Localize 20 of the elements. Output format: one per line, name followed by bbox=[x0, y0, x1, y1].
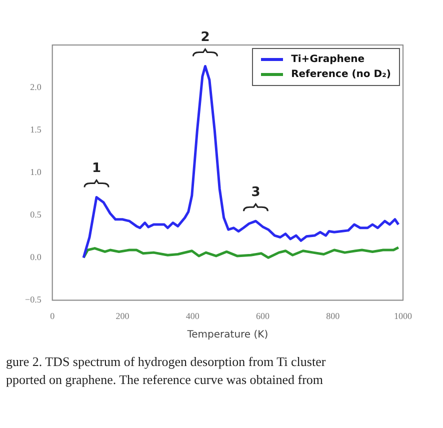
y-tick-label: 1.5 bbox=[30, 124, 42, 134]
annotation: 2 bbox=[200, 30, 210, 46]
x-tick-label: 0 bbox=[50, 310, 56, 321]
x-tick-label: 800 bbox=[326, 310, 340, 321]
y-tick-label: −0.5 bbox=[25, 294, 42, 305]
x-tick-label: 200 bbox=[116, 310, 130, 321]
x-axis-title: Temperature (K) bbox=[186, 330, 268, 341]
x-tick-label: 600 bbox=[256, 310, 270, 321]
annotation: 1 bbox=[92, 161, 102, 176]
legend-label: Ti+Graphene bbox=[291, 53, 365, 67]
y-tick-label: 2.0 bbox=[30, 82, 42, 92]
legend-label: Reference (no D₂) bbox=[291, 68, 391, 82]
annotation: 3 bbox=[251, 184, 260, 200]
y-tick-label: 0.5 bbox=[30, 209, 42, 220]
text: pported on graphene. The reference curve was obtained from bbox=[6, 371, 324, 389]
x-tick-label: 400 bbox=[186, 310, 200, 321]
y-tick-label: 0.0 bbox=[30, 252, 42, 262]
y-tick-label: 1.0 bbox=[30, 166, 42, 177]
x-tick-label: 1000 bbox=[394, 310, 412, 321]
text: gure 2. TDS spectrum of hydrogen desorption from Ti cluster bbox=[6, 353, 327, 371]
